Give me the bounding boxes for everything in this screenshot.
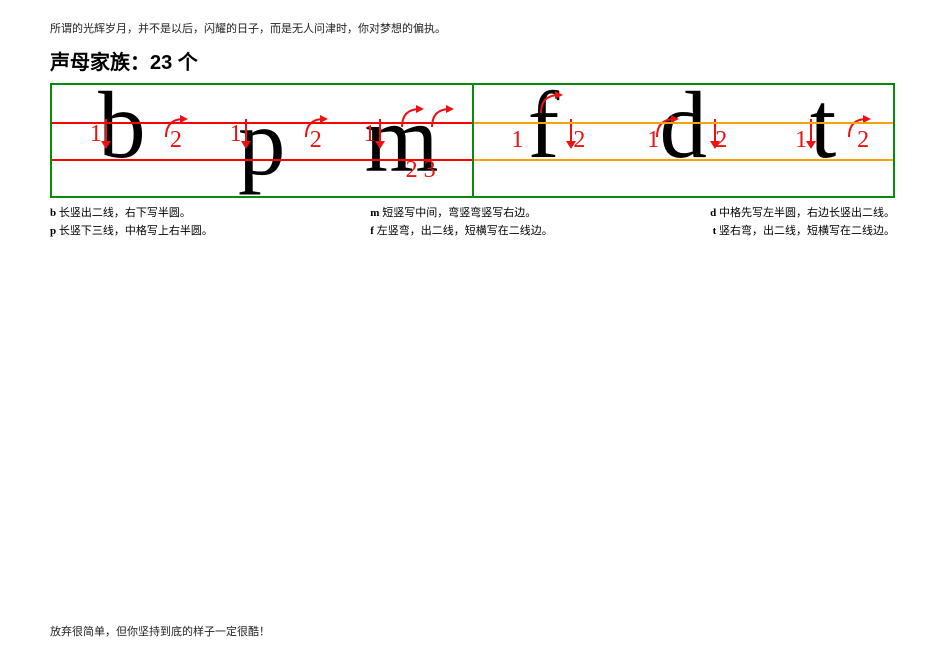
bottom-note: 放弃很简单，但你坚持到底的样子一定很酷！	[50, 623, 270, 639]
stroke-curve-icon	[653, 115, 679, 141]
page-title: 声母家族：23 个	[50, 46, 895, 75]
desc-text: 长竖下三线，中格写上右半圆。	[56, 225, 213, 237]
desc-text: 短竖写中间，弯竖弯竖写右边。	[379, 207, 536, 219]
desc-line-p: p 长竖下三线，中格写上右半圆。	[50, 222, 213, 238]
stroke-number: 1	[511, 127, 523, 154]
desc-col-1: b 长竖出二线，右下写半圆。 p 长竖下三线，中格写上右半圆。	[50, 204, 213, 238]
desc-line-f: f 左竖弯，出二线，短横写在二线边。	[370, 222, 552, 238]
writing-panels: b12p12m123 f12d12t12	[50, 83, 895, 198]
desc-line-d: d 中格先写左半圆，右边长竖出二线。	[710, 204, 895, 220]
guide-line	[474, 159, 894, 161]
letters-right: f12d12t12	[474, 85, 894, 196]
desc-line-b: b 长竖出二线，右下写半圆。	[50, 204, 213, 220]
desc-text: 竖右弯，出二线，短横写在二线边。	[716, 225, 895, 237]
stroke-curve-icon	[162, 115, 188, 141]
stroke-curve-icon	[302, 115, 328, 141]
panel-left: b12p12m123	[50, 83, 473, 198]
stroke-curve-icon	[845, 115, 871, 141]
desc-line-t: t 竖右弯，出二线，短横写在二线边。	[710, 222, 895, 238]
desc-col-3: d 中格先写左半圆，右边长竖出二线。 t 竖右弯，出二线，短横写在二线边。	[710, 204, 895, 238]
stroke-curve-icon	[398, 105, 424, 131]
panel-right: f12d12t12	[473, 83, 896, 198]
guide-line	[52, 159, 472, 161]
desc-line-m: m 短竖写中间，弯竖弯竖写右边。	[370, 204, 552, 220]
desc-text: 左竖弯，出二线，短横写在二线边。	[374, 225, 553, 237]
guide-line	[474, 122, 894, 124]
stroke-curve-icon	[428, 105, 454, 131]
letters-left: b12p12m123	[52, 85, 472, 196]
letter-m: m123	[332, 85, 472, 196]
guide-line	[52, 122, 472, 124]
desc-col-2: m 短竖写中间，弯竖弯竖写右边。 f 左竖弯，出二线，短横写在二线边。	[370, 204, 552, 238]
desc-text: 中格先写左半圆，右边长竖出二线。	[716, 207, 895, 219]
desc-text: 长竖出二线，右下写半圆。	[56, 207, 191, 219]
letter-b: b12	[52, 85, 192, 196]
descriptions: b 长竖出二线，右下写半圆。 p 长竖下三线，中格写上右半圆。 m 短竖写中间，弯…	[50, 204, 895, 238]
letter-t: t12	[753, 85, 893, 196]
letter-p: p12	[192, 85, 332, 196]
letter-d: d12	[613, 85, 753, 196]
letter-f: f12	[474, 85, 614, 196]
stroke-curve-icon	[537, 91, 563, 117]
top-note: 所谓的光辉岁月，并不是以后，闪耀的日子，而是无人问津时，你对梦想的偏执。	[50, 20, 895, 36]
